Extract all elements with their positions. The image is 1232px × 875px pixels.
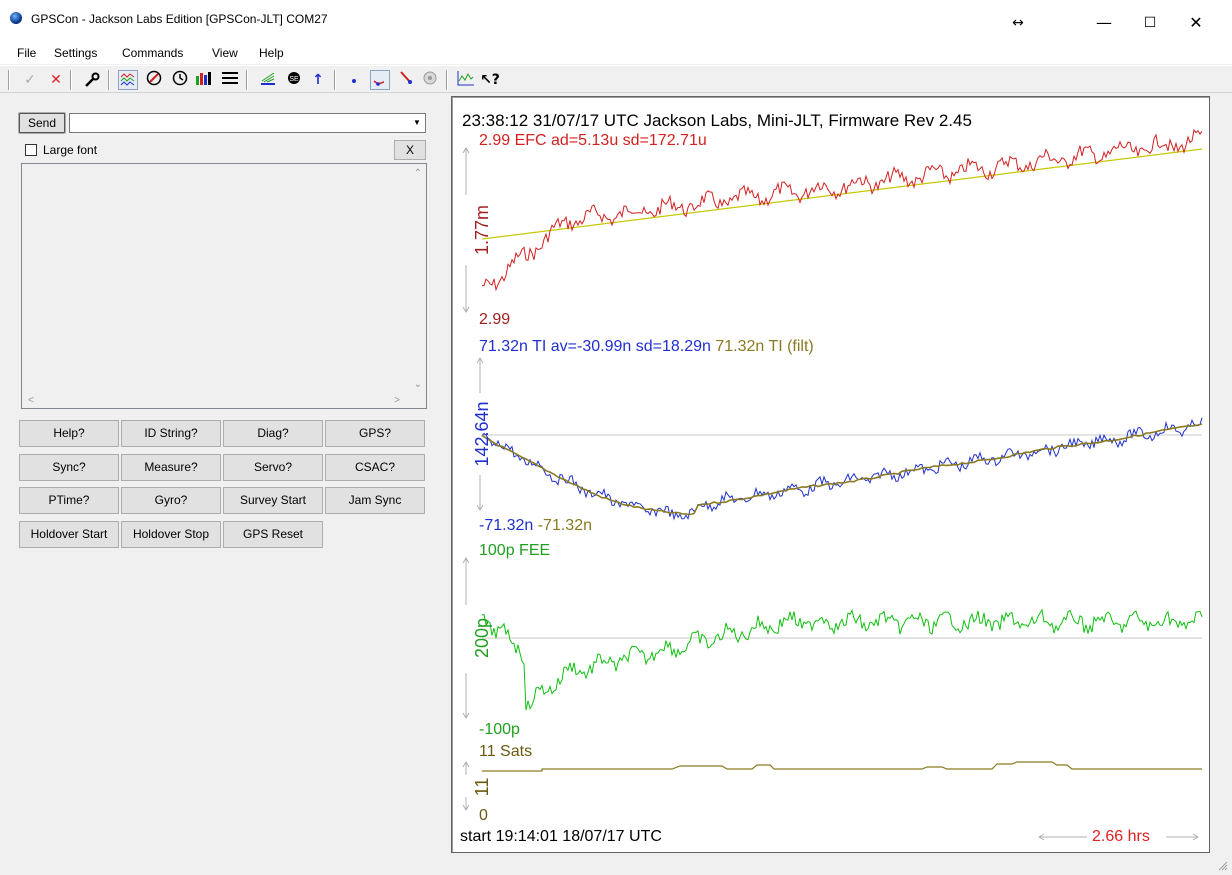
chart-icon[interactable] — [456, 70, 476, 90]
graph-canvas: 1.77m 142.64n 200p 11 — [462, 128, 1203, 841]
large-font-label: Large font — [43, 143, 98, 157]
efc-top-label: 2.99 EFC ad=5.13u sd=172.71u — [479, 132, 707, 149]
help-query-button[interactable]: Help? — [19, 420, 119, 447]
graph-icon[interactable] — [118, 70, 138, 90]
line-slope-icon[interactable] — [396, 70, 416, 90]
duration-label: 2.66 hrs — [1092, 828, 1150, 845]
ti-min-label: -71.32n — [479, 517, 534, 534]
window-title: GPSCon - Jackson Labs Edition [GPSCon-JL… — [31, 12, 328, 26]
antenna-icon[interactable] — [258, 70, 278, 90]
efc-axis-arrow — [462, 147, 470, 313]
servo-query-button[interactable]: Servo? — [223, 454, 323, 481]
up-arrow-icon[interactable]: ↑ — [312, 72, 324, 88]
ti-trace — [481, 417, 1203, 521]
jam-sync-button[interactable]: Jam Sync — [325, 487, 425, 514]
fee-axis-arrow — [462, 557, 470, 719]
target-icon[interactable] — [144, 70, 164, 90]
sync-query-button[interactable]: Sync? — [19, 454, 119, 481]
resize-grip-icon[interactable] — [1216, 859, 1228, 871]
cross-icon[interactable]: ✕ — [50, 72, 62, 88]
command-input[interactable]: ▼ — [69, 113, 426, 133]
survey-start-button[interactable]: Survey Start — [223, 487, 323, 514]
efc-bottom-label: 2.99 — [479, 311, 511, 328]
ti-axis-arrow — [476, 357, 484, 511]
send-button[interactable]: Send — [18, 112, 66, 134]
sats-trace — [482, 761, 1202, 772]
toolbar-separator — [8, 70, 10, 90]
toolbar-separator — [108, 70, 110, 90]
time-span-arrow — [1038, 833, 1199, 841]
wrench-icon[interactable] — [82, 70, 102, 90]
ti-stats-label: 71.32n TI av=-30.99n sd=18.29n — [479, 338, 711, 355]
efc-axis-label: 1.77m — [472, 205, 492, 255]
fee-axis-label: 200p — [472, 618, 492, 658]
ptime-query-button[interactable]: PTime? — [19, 487, 119, 514]
check-icon[interactable]: ✓ — [24, 72, 36, 88]
ti-filtered-trace — [481, 423, 1203, 516]
ti-axis-label: 142.64n — [472, 401, 492, 466]
toolbar: ✓ ✕ SE ↑ ↖? — [0, 65, 1232, 93]
signal-icon[interactable] — [194, 70, 214, 90]
id-string-query-button[interactable]: ID String? — [121, 420, 221, 447]
dropdown-arrow-icon[interactable]: ▼ — [413, 118, 421, 127]
ti-bottom-label: -71.32n -71.32n — [479, 517, 592, 535]
ti-filt-min-label: -71.32n — [537, 517, 592, 534]
svg-text:SE: SE — [289, 76, 299, 83]
large-font-checkbox[interactable] — [25, 144, 37, 156]
menu-commands[interactable]: Commands — [122, 46, 184, 60]
holdover-stop-button[interactable]: Holdover Stop — [121, 521, 221, 548]
scroll-right-icon[interactable]: > — [394, 395, 400, 406]
clock-icon[interactable] — [170, 70, 190, 90]
satellite-icon[interactable]: SE — [284, 70, 304, 90]
sats-top-label: 11 Sats — [479, 743, 533, 760]
ti-top-label: 71.32n TI av=-30.99n sd=18.29n 71.32n TI… — [479, 338, 814, 356]
measure-query-button[interactable]: Measure? — [121, 454, 221, 481]
app-icon — [10, 12, 22, 24]
dot-icon[interactable] — [346, 70, 366, 90]
clear-button[interactable]: X — [394, 140, 426, 160]
graph-header: 23:38:12 31/07/17 UTC Jackson Labs, Mini… — [462, 111, 972, 130]
response-console[interactable]: ⌃ ⌄ < > — [21, 163, 427, 409]
toolbar-separator — [246, 70, 248, 90]
gps-reset-button[interactable]: GPS Reset — [223, 521, 323, 548]
fee-top-label: 100p FEE — [479, 542, 551, 559]
menu-file[interactable]: File — [17, 46, 37, 60]
minimize-button[interactable]: — — [1096, 13, 1112, 32]
close-button[interactable]: ✕ — [1189, 13, 1203, 32]
efc-trace — [481, 128, 1203, 292]
toolbar-separator — [446, 70, 448, 90]
graph-panel: 1.77m 142.64n 200p 11 23:38:12 31/07/17 … — [451, 96, 1210, 853]
ti-filt-label: 71.32n TI (filt) — [715, 338, 814, 355]
scroll-up-icon[interactable]: ⌃ — [413, 168, 422, 179]
list-icon[interactable] — [220, 70, 240, 90]
fee-bottom-label: -100p — [479, 721, 520, 738]
title-bar[interactable]: GPSCon - Jackson Labs Edition [GPSCon-JL… — [0, 0, 1232, 42]
disc-icon[interactable] — [420, 70, 440, 90]
sats-bottom-label: 0 — [479, 807, 488, 824]
scroll-left-icon[interactable]: < — [28, 395, 34, 406]
maximize-button[interactable]: ☐ — [1143, 15, 1157, 31]
menu-view[interactable]: View — [212, 46, 238, 60]
holdover-start-button[interactable]: Holdover Start — [19, 521, 119, 548]
sats-axis-arrow — [462, 761, 470, 811]
toolbar-separator — [70, 70, 72, 90]
efc-trend-line — [481, 148, 1203, 240]
sats-axis-label: 11 — [472, 778, 492, 797]
resize-arrows-icon: ↔ — [1012, 15, 1024, 31]
start-time-label: start 19:14:01 18/07/17 UTC — [460, 828, 662, 845]
fee-trace — [481, 608, 1203, 711]
menu-settings[interactable]: Settings — [54, 46, 98, 60]
line-dot-icon[interactable] — [370, 70, 390, 90]
scroll-down-icon[interactable]: ⌄ — [413, 379, 422, 390]
gyro-query-button[interactable]: Gyro? — [121, 487, 221, 514]
csac-query-button[interactable]: CSAC? — [325, 454, 425, 481]
diag-query-button[interactable]: Diag? — [223, 420, 323, 447]
menu-help[interactable]: Help — [259, 46, 284, 60]
gps-query-button[interactable]: GPS? — [325, 420, 425, 447]
menu-bar: File Settings Commands View Help — [0, 42, 1232, 64]
help-cursor-icon[interactable]: ↖? — [480, 72, 500, 88]
toolbar-separator — [334, 70, 336, 90]
